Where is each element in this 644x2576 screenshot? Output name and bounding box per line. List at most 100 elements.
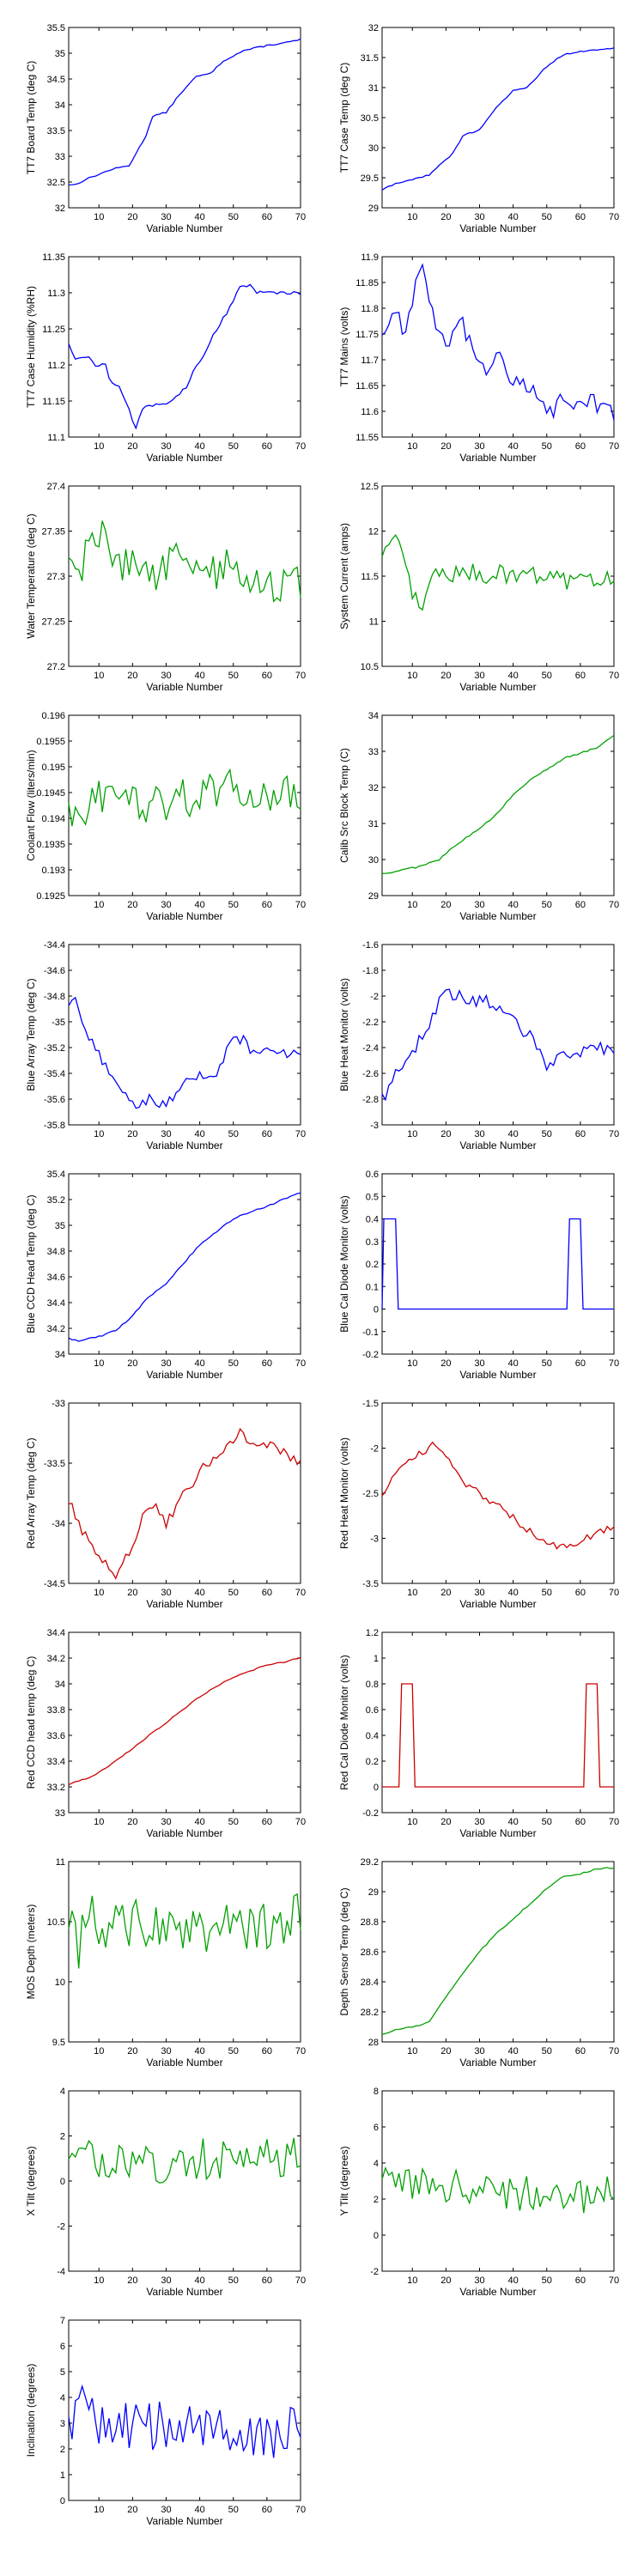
x-tick-label: 40 bbox=[507, 1817, 518, 1827]
y-tick-label: 0 bbox=[60, 2177, 65, 2187]
x-tick-label: 20 bbox=[440, 2275, 451, 2286]
x-tick-label: 50 bbox=[228, 900, 239, 910]
plot-frame bbox=[381, 1861, 615, 2043]
y-tick-label: 27.25 bbox=[41, 617, 65, 628]
x-tick-label: 20 bbox=[440, 671, 451, 681]
x-tick-label: 60 bbox=[575, 1817, 586, 1827]
y-tick-label: -2 bbox=[370, 1444, 379, 1455]
y-tick-label: -34 bbox=[52, 1519, 65, 1529]
y-tick-label: 1.2 bbox=[366, 1628, 379, 1638]
plot-frame bbox=[68, 1861, 301, 2043]
y-tick-label: -34.5 bbox=[44, 1579, 65, 1589]
x-tick-label: 40 bbox=[194, 2046, 204, 2057]
x-tick-label: 70 bbox=[609, 671, 619, 681]
y-tick-label: -2.5 bbox=[362, 1489, 379, 1499]
x-tick-label: 20 bbox=[127, 1129, 137, 1139]
x-tick-label: 50 bbox=[542, 1358, 552, 1369]
y-tick-label: -34.6 bbox=[44, 966, 65, 976]
x-tick-label: 50 bbox=[228, 441, 239, 452]
y-tick-label: 0.194 bbox=[41, 814, 65, 824]
x-tick-label: 40 bbox=[194, 671, 204, 681]
x-axis-label: Variable Number bbox=[146, 452, 222, 464]
y-axis-label: System Current (amps) bbox=[338, 523, 350, 629]
x-tick-label: 40 bbox=[194, 1358, 204, 1369]
y-tick-label: -2.4 bbox=[362, 1043, 379, 1054]
chart-panel: -34.5 -34 -33.5 -33 10 20 30 40 50 60 70 Variable N… bbox=[25, 1399, 306, 1610]
x-tick-label: 70 bbox=[609, 1817, 619, 1827]
y-tick-label: -2 bbox=[57, 2222, 65, 2233]
series-line bbox=[381, 1218, 614, 1310]
x-tick-label: 50 bbox=[228, 1358, 239, 1369]
series-line bbox=[381, 263, 615, 421]
x-tick-label: 50 bbox=[542, 2275, 552, 2286]
y-tick-label: 29 bbox=[368, 891, 379, 902]
y-tick-label: 1 bbox=[374, 1654, 379, 1664]
x-tick-label: 40 bbox=[507, 2046, 518, 2057]
x-tick-label: 30 bbox=[474, 671, 484, 681]
y-tick-label: 31.5 bbox=[361, 53, 379, 64]
y-tick-label: 0 bbox=[60, 2496, 65, 2506]
x-tick-label: 20 bbox=[440, 212, 451, 222]
x-tick-label: 10 bbox=[94, 1817, 104, 1827]
x-tick-label: 40 bbox=[194, 1129, 204, 1139]
y-tick-label: 0.1945 bbox=[36, 788, 65, 799]
x-tick-label: 30 bbox=[161, 1129, 171, 1139]
x-tick-label: 70 bbox=[609, 441, 619, 452]
x-tick-label: 40 bbox=[194, 212, 204, 222]
plot-frame bbox=[381, 944, 615, 1126]
x-tick-label: 40 bbox=[507, 671, 518, 681]
x-tick-label: 40 bbox=[507, 2275, 518, 2286]
x-tick-label: 40 bbox=[507, 900, 518, 910]
y-axis-label: Blue Heat Monitor (volts) bbox=[338, 978, 350, 1091]
x-tick-label: 60 bbox=[575, 2275, 586, 2286]
x-tick-label: 70 bbox=[609, 212, 619, 222]
x-axis-label: Variable Number bbox=[146, 2286, 222, 2298]
chart-panel: 29 29.5 30 30.5 31 31.5 32 10 20 30 40 50 60 70 Variab… bbox=[338, 23, 619, 234]
x-tick-label: 50 bbox=[228, 671, 239, 681]
y-tick-label: 33.2 bbox=[47, 1783, 65, 1793]
x-tick-label: 10 bbox=[94, 212, 104, 222]
x-tick-label: 50 bbox=[542, 1129, 552, 1139]
x-tick-label: 20 bbox=[127, 441, 137, 452]
y-tick-label: 11.5 bbox=[361, 572, 379, 582]
y-tick-label: -4 bbox=[57, 2267, 65, 2277]
x-tick-label: 20 bbox=[127, 1358, 137, 1369]
plot-frame bbox=[68, 1631, 301, 1814]
chart-panel: -3 -2.8 -2.6 -2.4 -2.2 -2 -1.8 -1.6 10 20 30 40 50 60… bbox=[338, 940, 619, 1151]
y-tick-label: 29 bbox=[368, 204, 379, 214]
x-tick-label: 20 bbox=[440, 441, 451, 452]
chart-panel: 33 33.2 33.4 33.6 33.8 34 34.2 34.4 10 20 30 40 50 60… bbox=[25, 1628, 306, 1839]
y-axis-label: Red Array Temp (deg C) bbox=[25, 1437, 37, 1548]
y-axis-label: Water Temperature (deg C) bbox=[25, 513, 37, 638]
series-line bbox=[68, 38, 301, 186]
x-tick-label: 50 bbox=[228, 2046, 239, 2057]
plot-frame bbox=[68, 27, 301, 209]
y-tick-label: 27.3 bbox=[47, 572, 65, 582]
y-tick-label: -0.1 bbox=[362, 1327, 379, 1338]
y-axis-label: TT7 Case Humidity (%RH) bbox=[25, 286, 37, 408]
x-tick-label: 10 bbox=[94, 671, 104, 681]
x-tick-label: 40 bbox=[194, 1817, 204, 1827]
y-tick-label: -2.6 bbox=[362, 1069, 379, 1079]
x-tick-label: 70 bbox=[295, 2505, 306, 2515]
y-tick-label: 33.6 bbox=[47, 1731, 65, 1741]
x-tick-label: 70 bbox=[295, 900, 306, 910]
y-axis-label: Calib Src Block Temp (C) bbox=[338, 748, 350, 863]
x-tick-label: 10 bbox=[94, 900, 104, 910]
plot-frame bbox=[381, 256, 615, 438]
chart-panel: 10.5 11 11.5 12 12.5 10 20 30 40 50 60 70 Variable N… bbox=[338, 482, 619, 693]
x-tick-label: 20 bbox=[127, 900, 137, 910]
chart-panel: 11.55 11.6 11.65 11.7 11.75 11.8 11.85 11.9 10 20… bbox=[338, 252, 619, 464]
y-tick-label: 6 bbox=[374, 2123, 379, 2133]
y-tick-label: 33 bbox=[368, 747, 379, 757]
plot-frame bbox=[381, 714, 615, 896]
x-tick-label: 60 bbox=[262, 2046, 272, 2057]
y-axis-label: Blue Array Temp (deg C) bbox=[25, 978, 37, 1091]
y-tick-label: 4 bbox=[60, 2087, 65, 2097]
y-tick-label: -35.8 bbox=[44, 1121, 65, 1131]
x-tick-label: 20 bbox=[127, 2046, 137, 2057]
x-tick-label: 40 bbox=[194, 441, 204, 452]
x-tick-label: 70 bbox=[609, 1588, 619, 1598]
x-tick-label: 60 bbox=[575, 1588, 586, 1598]
